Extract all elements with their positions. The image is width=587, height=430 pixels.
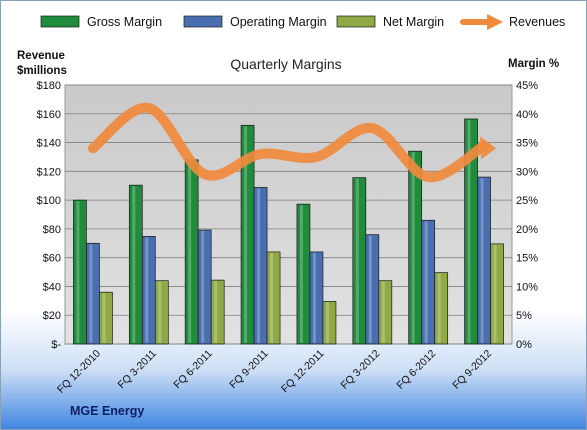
y-right-tick-label: 35% <box>516 138 538 150</box>
bar-operating-margin <box>477 176 491 345</box>
bar-operating-margin <box>197 229 212 345</box>
y-left-tick-label: $120 <box>37 166 61 178</box>
bar-highlight <box>201 231 205 343</box>
y-left-tick-label: $100 <box>37 195 61 207</box>
y-axis-right-label: Margin % <box>508 58 559 70</box>
bar-operating-margin <box>421 219 436 345</box>
bar-net-margin <box>378 280 393 345</box>
legend-label-net-margin: Net Margin <box>383 15 444 29</box>
bar-highlight <box>381 281 385 343</box>
y-left-tick-label: $20 <box>43 310 61 322</box>
bar-operating-margin <box>141 236 156 345</box>
bar-highlight <box>89 244 93 343</box>
line-arrowhead <box>480 136 497 160</box>
x-tick-label: FQ 9-2012 <box>450 348 494 392</box>
bar-highlight <box>312 252 316 343</box>
bar-highlight <box>244 126 248 344</box>
bar-highlight <box>411 152 415 343</box>
legend-label-operating-margin: Operating Margin <box>230 15 327 29</box>
legend-label-gross-margin: Gross Margin <box>87 15 162 29</box>
legend-arrowhead <box>487 14 503 30</box>
bar-highlight <box>257 188 261 343</box>
bar-gross-margin <box>128 184 143 345</box>
bar-highlight <box>188 160 192 343</box>
bar-highlight <box>493 244 497 343</box>
y-axis-left-label-line1: Revenue <box>17 50 65 62</box>
bar-operating-margin <box>309 251 324 345</box>
y-right-tick-label: 45% <box>516 80 538 92</box>
bar-highlight <box>270 252 274 343</box>
y-left-tick-label: $- <box>51 339 61 351</box>
y-left-tick-label: $180 <box>37 80 61 92</box>
footer-label: MGE Energy <box>70 404 144 418</box>
y-right-tick-label: 25% <box>516 195 538 207</box>
bar-highlight <box>424 221 428 343</box>
bar-net-margin <box>99 291 113 345</box>
y-left-tick-label: $140 <box>37 138 61 150</box>
bar-highlight <box>368 235 372 343</box>
bar-net-margin <box>434 272 449 345</box>
y-right-tick-label: 30% <box>516 166 538 178</box>
x-tick-label: FQ 12-2011 <box>279 348 327 396</box>
y-left-tick-label: $80 <box>43 224 61 236</box>
x-tick-label: FQ 6-2011 <box>171 348 215 392</box>
bar-highlight <box>214 281 218 343</box>
bar-gross-margin <box>408 150 423 345</box>
bar-highlight <box>355 178 359 343</box>
legend-swatch-net-margin <box>336 15 376 28</box>
y-left-tick-label: $160 <box>37 109 61 121</box>
bar-highlight <box>299 205 303 343</box>
chart-title: Quarterly Margins <box>230 56 341 72</box>
y-right-tick-label: 0% <box>516 339 532 351</box>
bar-net-margin <box>210 279 225 345</box>
bar-highlight <box>76 201 80 343</box>
bar-operating-margin <box>365 234 380 345</box>
x-tick-label: FQ 6-2012 <box>394 348 438 392</box>
bar-highlight <box>132 186 136 343</box>
y-axis-left-label-line2: $millions <box>17 65 67 77</box>
y-right-tick-label: 15% <box>516 253 538 265</box>
bar-gross-margin <box>73 199 87 345</box>
bar-net-margin <box>322 301 337 345</box>
bar-highlight <box>437 273 441 343</box>
y-left-tick-label: $60 <box>43 253 61 265</box>
legend-swatch-operating-margin <box>183 15 223 28</box>
bar-highlight <box>158 281 162 343</box>
x-tick-label: FQ 9-2011 <box>227 348 271 392</box>
bar-highlight <box>102 293 106 343</box>
bar-gross-margin <box>352 177 367 345</box>
y-right-tick-label: 10% <box>516 281 538 293</box>
x-tick-label: FQ 12-2010 <box>55 348 103 396</box>
bar-net-margin <box>154 280 169 345</box>
legend-swatch-gross-margin <box>40 15 80 28</box>
y-right-tick-label: 40% <box>516 109 538 121</box>
bar-operating-margin <box>253 187 268 345</box>
bar-gross-margin <box>296 203 311 345</box>
bar-net-margin <box>490 243 504 345</box>
bar-net-margin <box>266 251 281 345</box>
bar-operating-margin <box>86 242 100 345</box>
bar-highlight <box>145 237 149 343</box>
x-tick-label: FQ 3-2011 <box>116 348 160 392</box>
y-right-tick-label: 20% <box>516 224 538 236</box>
bar-highlight <box>480 178 484 343</box>
y-right-tick-label: 5% <box>516 310 532 322</box>
bar-gross-margin <box>184 159 199 345</box>
y-left-tick-label: $40 <box>43 281 61 293</box>
bar-highlight <box>325 302 329 343</box>
legend-label-revenues: Revenues <box>509 15 565 29</box>
x-tick-label: FQ 3-2012 <box>338 348 382 392</box>
line-revenues <box>87 103 490 183</box>
bar-highlight <box>467 119 471 343</box>
